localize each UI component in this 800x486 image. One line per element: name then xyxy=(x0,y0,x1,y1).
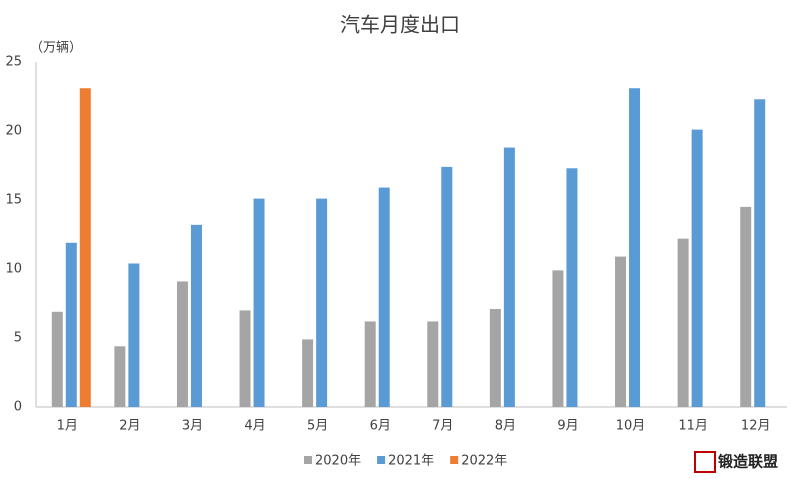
y-tick-label: 20 xyxy=(5,124,22,139)
bar xyxy=(489,309,501,407)
bar xyxy=(176,281,188,407)
bar xyxy=(552,270,564,407)
y-tick-label: 15 xyxy=(5,193,22,208)
bar xyxy=(253,198,265,407)
x-tick-label: 8月 xyxy=(495,419,516,434)
bar xyxy=(615,256,627,407)
legend-label: 2020年 xyxy=(315,454,361,469)
x-tick-label: 1月 xyxy=(57,419,78,434)
x-tick-label: 6月 xyxy=(370,419,391,434)
legend-swatch xyxy=(450,456,459,464)
y-tick-label: 5 xyxy=(14,331,22,346)
bar xyxy=(754,99,766,407)
x-tick-label: 12月 xyxy=(741,419,771,434)
bar xyxy=(65,242,77,407)
bar xyxy=(51,311,63,407)
bar xyxy=(364,321,376,407)
bar xyxy=(629,88,641,407)
x-tick-label: 11月 xyxy=(678,419,708,434)
x-tick-label: 9月 xyxy=(557,419,578,434)
watermark: 锻造联盟 xyxy=(718,453,778,471)
y-unit: （万辆） xyxy=(30,41,82,56)
bar xyxy=(677,238,689,407)
bar xyxy=(316,198,328,407)
legend-swatch xyxy=(304,456,312,464)
bar xyxy=(128,263,140,407)
x-tick-label: 10月 xyxy=(616,419,646,434)
chart-title: 汽车月度出口 xyxy=(340,13,460,37)
bar xyxy=(566,168,578,407)
x-tick-label: 2月 xyxy=(119,419,140,434)
legend-swatch xyxy=(377,456,386,464)
bar xyxy=(427,321,439,407)
bar xyxy=(740,206,752,407)
bar xyxy=(302,339,314,407)
bar xyxy=(691,129,703,407)
legend-label: 2022年 xyxy=(461,454,507,469)
watermark-logo: 锻造联盟 xyxy=(694,451,778,473)
bar xyxy=(79,88,91,407)
bar xyxy=(190,224,202,407)
y-tick-label: 0 xyxy=(14,400,22,415)
x-tick-label: 3月 xyxy=(182,419,203,434)
x-tick-label: 5月 xyxy=(307,419,328,434)
legend-label: 2021年 xyxy=(388,454,434,469)
bar xyxy=(441,166,453,407)
x-tick-label: 7月 xyxy=(432,419,453,434)
bar xyxy=(378,187,390,407)
y-tick-label: 10 xyxy=(5,262,22,277)
bar xyxy=(503,147,515,407)
logo-icon xyxy=(694,451,716,473)
bar xyxy=(239,310,251,407)
bar xyxy=(114,346,126,407)
x-tick-label: 4月 xyxy=(244,419,265,434)
y-tick-label: 25 xyxy=(5,55,22,70)
